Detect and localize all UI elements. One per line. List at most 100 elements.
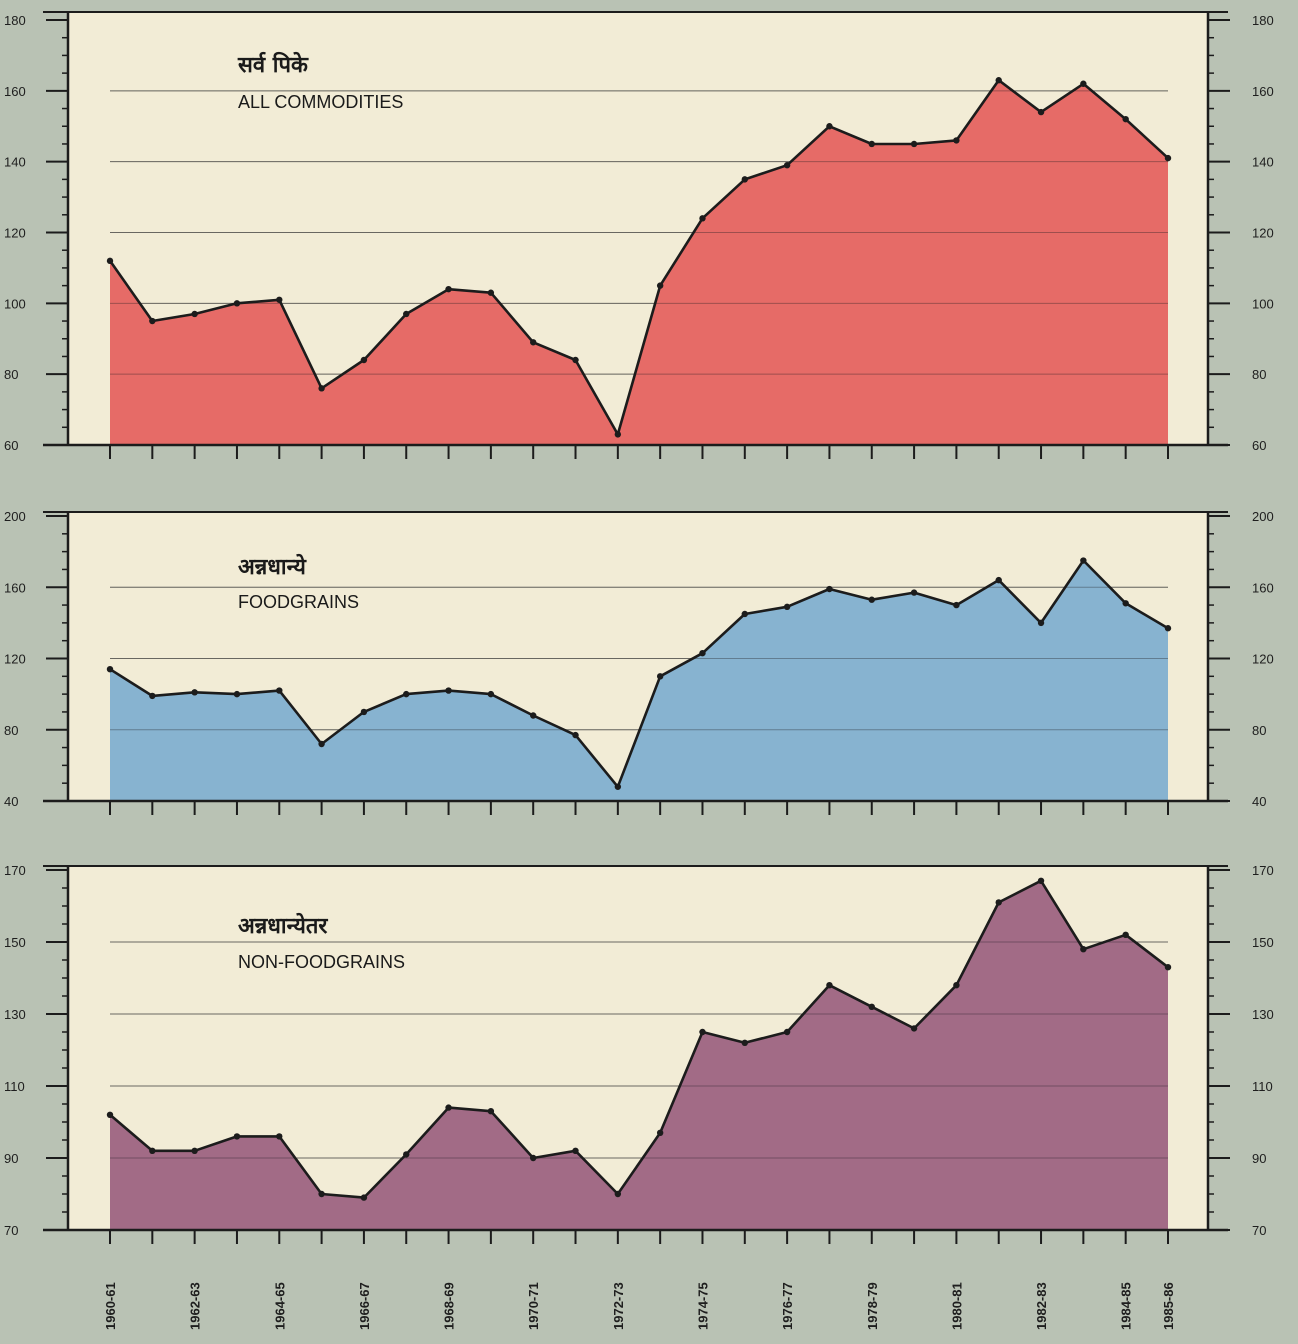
data-point: [1080, 557, 1087, 564]
y-tick-label-left: 80: [4, 367, 18, 382]
chart-panel-3: 70 70 90 90 110 110 130 130 150 150 170 170 अन्नधान्…: [4, 863, 1274, 1244]
panel-title-hindi: अन्नधान्येतर: [238, 912, 328, 939]
x-tick-label: 1978-79: [865, 1282, 880, 1330]
data-point: [868, 596, 875, 603]
y-tick-label-left: 70: [4, 1223, 18, 1238]
data-point: [106, 1111, 114, 1119]
data-point: [530, 712, 537, 719]
data-point: [1080, 946, 1087, 953]
x-tick-label: 1984-85: [1119, 1282, 1134, 1330]
data-point: [826, 123, 833, 130]
x-tick-label: 1962-63: [188, 1282, 203, 1330]
y-tick-label-left: 200: [4, 509, 26, 524]
series-line: [108, 78, 1169, 436]
y-tick-label-left: 150: [4, 935, 26, 950]
data-point: [530, 1154, 537, 1162]
y-tick-label-right: 200: [1252, 509, 1274, 524]
data-point: [614, 431, 622, 438]
x-axis-labels: 1960-61 1962-63 1964-65 1966-67 1968-69 1970-…: [103, 1282, 1176, 1330]
y-tick-label-left: 160: [4, 84, 26, 99]
data-point: [741, 176, 748, 183]
y-tick-label-right: 80: [1252, 367, 1266, 382]
data-point: [276, 1133, 283, 1140]
y-tick-label-right: 100: [1252, 296, 1274, 311]
data-point: [1122, 600, 1129, 607]
x-tick-label: 1985-86: [1161, 1282, 1176, 1330]
data-point: [656, 1129, 664, 1137]
data-point: [1164, 154, 1172, 162]
series-line: [109, 879, 1169, 1199]
data-point: [1122, 115, 1129, 123]
y-tick-label-right: 40: [1252, 794, 1266, 809]
data-point: [572, 1147, 579, 1155]
area-fill: [110, 80, 1168, 445]
data-point: [530, 339, 537, 346]
y-tick-label-right: 110: [1252, 1079, 1273, 1094]
data-point: [106, 665, 114, 673]
data-point: [741, 1039, 748, 1047]
data-point: [953, 137, 960, 144]
data-point: [149, 1147, 156, 1155]
y-tick-label-left: 90: [4, 1151, 18, 1166]
data-point: [487, 690, 495, 698]
y-tick-label-right: 150: [1252, 935, 1274, 950]
data-point: [233, 690, 241, 698]
data-point: [318, 740, 325, 748]
y-tick-label-left: 80: [4, 723, 18, 738]
y-tick-label-left: 140: [4, 155, 26, 170]
y-tick-label-right: 130: [1252, 1007, 1274, 1022]
data-point: [656, 282, 664, 289]
x-tick-label: 1964-65: [272, 1282, 287, 1330]
data-point: [953, 601, 960, 609]
panel-title-hindi: सर्व पिके: [237, 51, 309, 78]
data-point: [699, 649, 706, 657]
data-point: [783, 1028, 791, 1036]
y-tick-label-right: 90: [1252, 1151, 1266, 1166]
data-point: [995, 899, 1002, 906]
panel-title-english: FOODGRAINS: [238, 592, 359, 612]
data-point: [1164, 625, 1172, 632]
x-tick-label: 1970-71: [526, 1282, 541, 1330]
data-point: [445, 285, 452, 293]
data-point: [656, 673, 664, 680]
chart-panel-2: 40 40 80 80 120 120 160 160 200 200 अन्नधान्ये FOOD…: [4, 509, 1274, 815]
y-tick-label-right: 180: [1252, 13, 1274, 28]
data-point: [1164, 964, 1172, 971]
data-point: [953, 982, 960, 989]
data-point: [741, 610, 748, 618]
data-point: [191, 310, 198, 318]
y-tick-label-right: 70: [1252, 1223, 1266, 1238]
data-point: [572, 356, 579, 364]
chart-panel-1: 60 60 80 80 100 100 120 120 140 140 160 160 180 180 सर…: [4, 11, 1274, 459]
data-point: [1037, 619, 1045, 627]
data-point: [318, 1190, 325, 1198]
data-point: [699, 215, 706, 222]
x-tick-label: 1960-61: [103, 1282, 118, 1330]
y-tick-label-right: 120: [1252, 226, 1274, 241]
y-tick-label-right: 170: [1252, 863, 1274, 878]
y-tick-label-left: 180: [4, 13, 26, 28]
data-point: [868, 1003, 875, 1010]
data-point: [403, 310, 410, 318]
data-point: [783, 603, 791, 611]
data-point: [191, 689, 198, 696]
data-point: [360, 356, 368, 364]
data-point: [1122, 931, 1129, 938]
y-tick-label-left: 170: [4, 863, 26, 878]
panel-title-hindi: अन्नधान्ये: [238, 553, 307, 580]
chart-panels: 60 60 80 80 100 100 120 120 140 140 160 160 180 180 सर…: [4, 11, 1274, 1244]
y-tick-label-right: 160: [1252, 84, 1274, 99]
area-fill: [110, 560, 1168, 801]
series-line: [109, 559, 1169, 789]
y-tick-label-left: 120: [4, 652, 26, 667]
panel-title-english: ALL COMMODITIES: [238, 92, 403, 112]
data-point: [445, 1104, 452, 1111]
data-point: [910, 1025, 918, 1032]
data-point: [910, 140, 918, 148]
data-point: [614, 783, 622, 790]
x-tick-label: 1966-67: [357, 1282, 372, 1330]
area-fill: [110, 880, 1168, 1230]
y-tick-label-left: 40: [4, 794, 18, 809]
data-point: [191, 1147, 198, 1155]
data-point: [276, 296, 283, 303]
